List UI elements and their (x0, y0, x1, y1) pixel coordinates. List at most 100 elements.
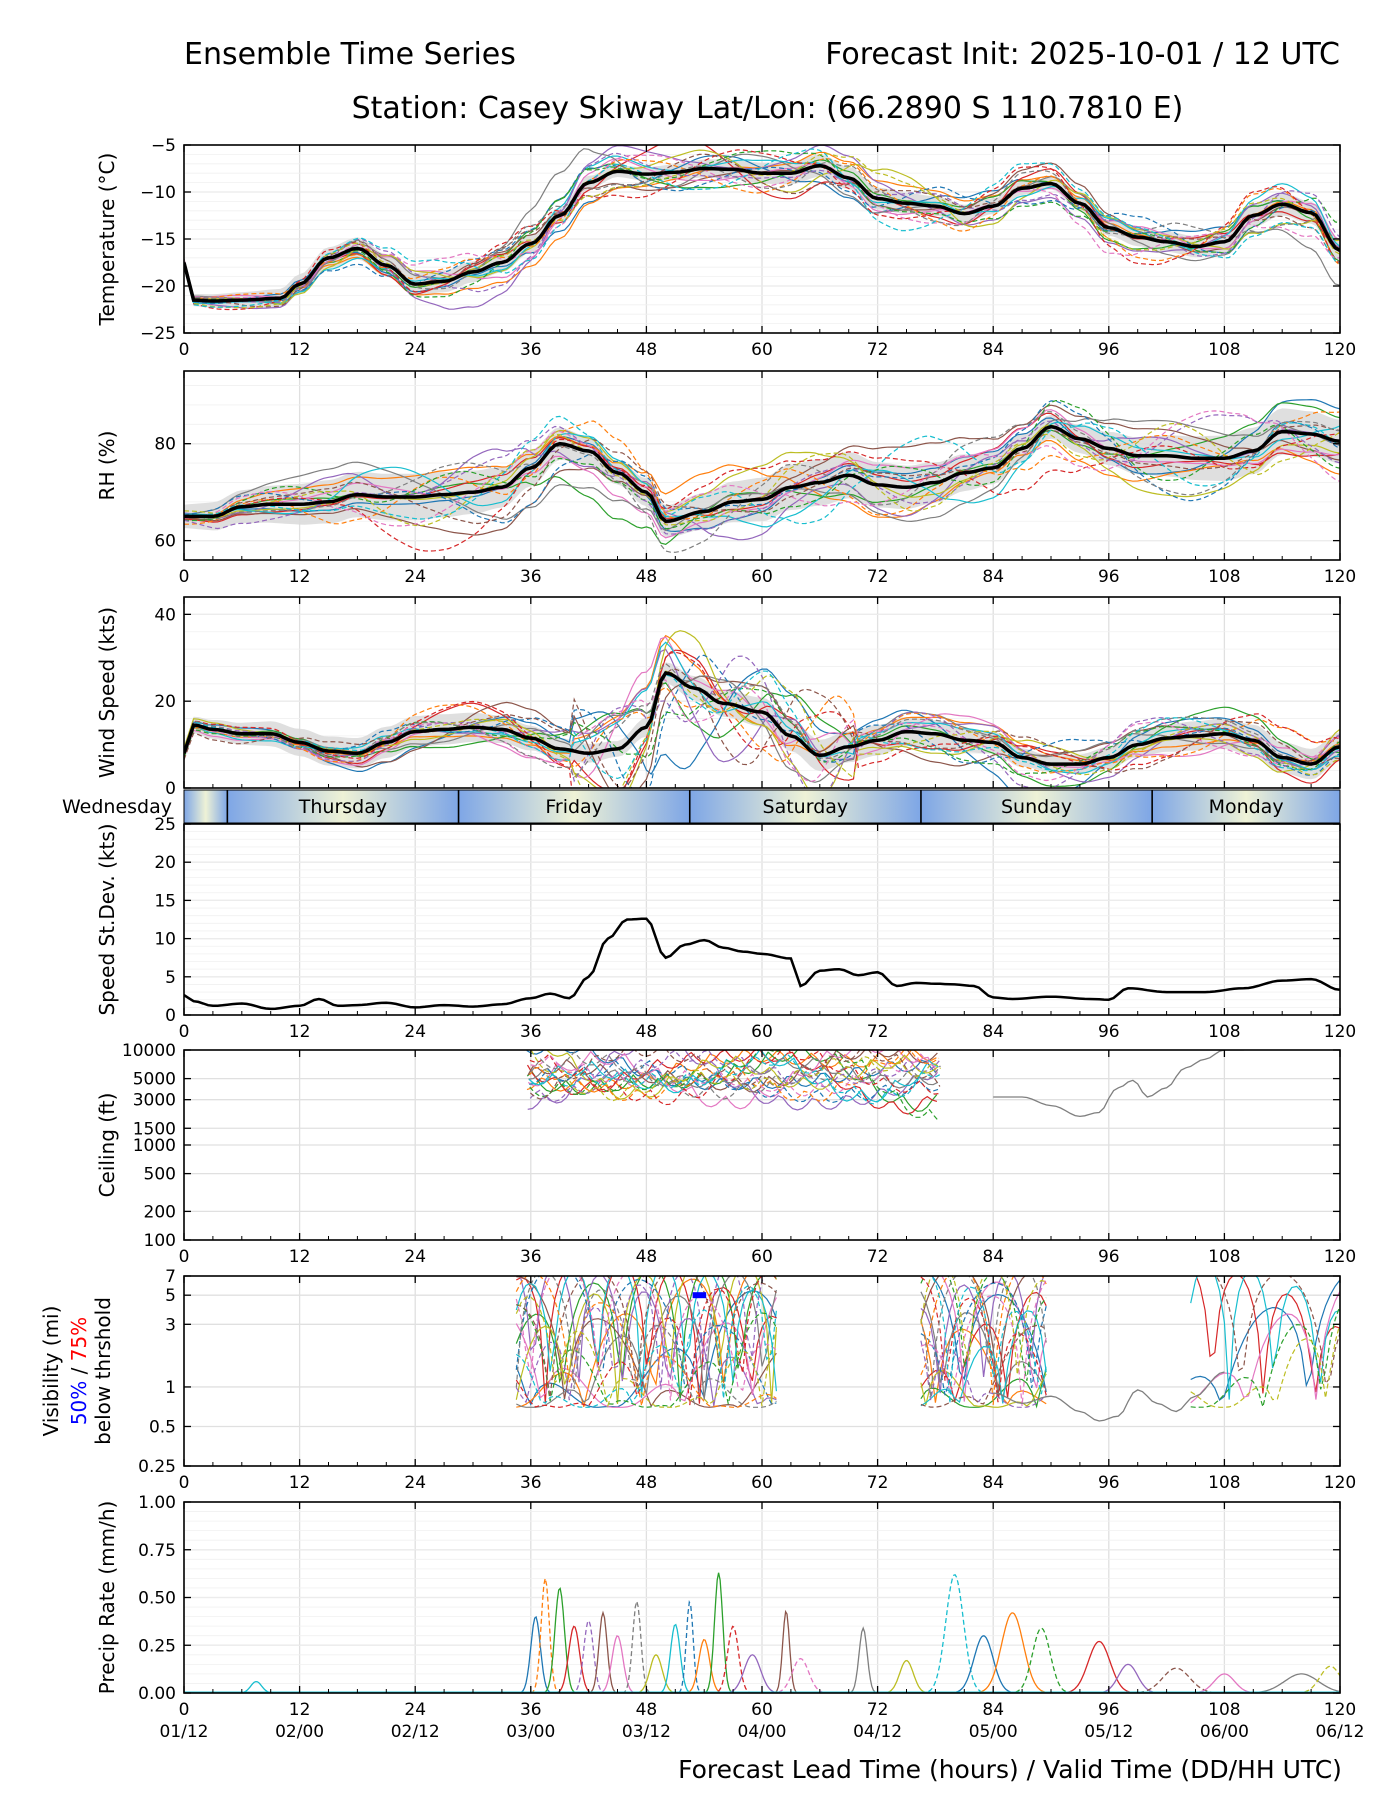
visibility-xtick-label: 12 (289, 1473, 311, 1493)
visibility-y-axis: 0.25 0.5 1 3 57 (138, 1267, 1340, 1477)
temperature-y-axis: −25 −20 −15 −10 −5 (140, 136, 1340, 344)
precip-peak-15 (706, 1654, 799, 1693)
ceiling-xtick-label: 120 (1324, 1247, 1356, 1267)
day-label: Thursday (298, 796, 387, 818)
ceiling-member-11 (529, 1059, 939, 1104)
panel-precip: 0 12 24 36 48 60 72 84 96 108 120 0.00 0.25 0.50 0.75 1… (95, 1493, 1356, 1720)
precip-xtick-label: 84 (982, 1700, 1004, 1720)
rh-mean-line (184, 424, 1340, 523)
x-axis-title: Forecast Lead Time (hours) / Valid Time … (678, 1755, 1342, 1784)
visibility-member-19 (515, 1276, 1340, 1408)
ceiling-ytick-label: 3000 (133, 1091, 176, 1111)
day-strip-segment (689, 790, 921, 823)
ceiling-xtick-label: 48 (636, 1247, 658, 1267)
rh-xtick-label: 96 (1098, 567, 1120, 587)
precip-ytick-label: 0.50 (138, 1589, 176, 1609)
valid-time-label: 01/12 (160, 1722, 209, 1742)
wind-member-17 (184, 679, 1340, 783)
temperature-member-15 (184, 152, 1340, 303)
p50-legend: 50% (67, 1381, 91, 1425)
stdev-ytick-label: 20 (154, 853, 176, 873)
temperature-member-10 (184, 155, 1340, 304)
precip-y-axis: 0.00 0.25 0.50 0.75 1.00 (138, 1493, 1340, 1704)
precip-ytick-label: 1.00 (138, 1493, 176, 1513)
visibility-member-14 (515, 1276, 1047, 1408)
precip-ytick-label: 0.25 (138, 1636, 176, 1656)
precip-peak-30 (225, 1680, 287, 1693)
day-strip: Wednesday Thursday Friday Saturday Sunday Mon… (62, 789, 1341, 824)
rh-spread-band (184, 408, 1340, 537)
visibility-ylabel: Visibility (mi) (39, 1306, 63, 1437)
wind-ytick-label: 0 (165, 779, 176, 799)
wind-member-7 (184, 636, 1340, 779)
temperature-member-5 (184, 145, 1340, 310)
temperature-member-16 (184, 153, 1340, 308)
panel-visibility: 0 12 24 36 48 60 72 84 96 108 120 0.25 0.5 1 3 57 Visibi… (39, 1267, 1356, 1493)
ceiling-xtick-label: 12 (289, 1247, 311, 1267)
day-label: Wednesday (62, 796, 172, 818)
temperature-member-19 (184, 153, 1340, 309)
ceiling-ylabel: Ceiling (ft) (95, 1093, 119, 1198)
precip-peak-11 (670, 1600, 709, 1693)
precip-peak-19 (868, 1659, 945, 1693)
valid-time-label: 05/00 (969, 1722, 1018, 1742)
panel-rh: 0 12 24 36 48 60 72 84 96 108 120 60 80 RH (%) (95, 370, 1356, 587)
wind-member-14 (184, 651, 1340, 788)
visibility-ytick-label: 0.25 (138, 1457, 176, 1477)
valid-time-label: 05/12 (1084, 1722, 1133, 1742)
precip-peak-20 (904, 1574, 1005, 1693)
ceiling-plot-area (526, 1050, 1244, 1122)
rh-xtick-label: 72 (867, 567, 889, 587)
stdev-xtick-label: 108 (1208, 1022, 1240, 1042)
visibility-member-13 (516, 1276, 1340, 1410)
ceiling-member-3 (526, 1050, 938, 1112)
precip-plot-area (184, 1572, 1340, 1693)
wind-ytick-label: 40 (154, 605, 176, 625)
temperature-xtick-label: 84 (982, 340, 1004, 360)
precip-peak-16 (766, 1609, 805, 1693)
p75-legend: 75% (67, 1317, 91, 1361)
visibility-member-15 (515, 1276, 1047, 1408)
temperature-xtick-label: 96 (1098, 340, 1120, 360)
stdev-y-axis: 0 5 10 15 20 25 (154, 815, 1340, 1026)
ceiling-grid (183, 1049, 1341, 1241)
legend-separator: / (67, 1361, 91, 1380)
stdev-x-axis: 0 12 24 36 48 60 72 84 96 108 120 (179, 824, 1356, 1042)
day-label: Sunday (1001, 796, 1072, 818)
precip-peak-25 (1074, 1663, 1182, 1693)
stdev-xtick-label: 84 (982, 1022, 1004, 1042)
rh-member-20 (184, 415, 1340, 525)
temperature-ytick-label: −25 (140, 324, 176, 344)
ceiling-ytick-label: 10000 (122, 1041, 176, 1061)
stdev-ytick-label: 15 (154, 891, 176, 911)
precip-x-axis: 0 12 24 36 48 60 72 84 96 108 120 (179, 1502, 1356, 1720)
precip-peak-9 (621, 1654, 691, 1693)
wind-plot-area (184, 630, 1340, 788)
temperature-member-20 (184, 148, 1340, 308)
temperature-member-11 (184, 164, 1340, 305)
valid-time-label: 04/00 (738, 1722, 787, 1742)
ceiling-member-20 (531, 1052, 942, 1105)
stdev-xtick-label: 48 (636, 1022, 658, 1042)
rh-member-18 (184, 411, 1340, 553)
visibility-xtick-label: 24 (404, 1473, 426, 1493)
rh-xtick-label: 60 (751, 567, 773, 587)
stdev-plot-area (184, 917, 1340, 1011)
temperature-xtick-label: 0 (179, 340, 190, 360)
visibility-member-11 (515, 1276, 1047, 1405)
temperature-member-13 (184, 150, 1340, 300)
stdev-ytick-label: 10 (154, 930, 176, 950)
wind-ylabel: Wind Speed (kts) (95, 607, 119, 778)
wind-mean-line (184, 671, 1340, 766)
stdev-xtick-label: 96 (1098, 1022, 1120, 1042)
visibility-member-5 (518, 1276, 1045, 1407)
temperature-ylabel: Temperature (°C) (95, 153, 119, 327)
ceiling-xtick-label: 96 (1098, 1247, 1120, 1267)
rh-ylabel: RH (%) (95, 431, 119, 501)
precip-ytick-label: 0.00 (138, 1684, 176, 1704)
visibility-member-3 (515, 1276, 1047, 1409)
stdev-mean-line (184, 917, 1340, 1011)
precip-xtick-label: 96 (1098, 1700, 1120, 1720)
